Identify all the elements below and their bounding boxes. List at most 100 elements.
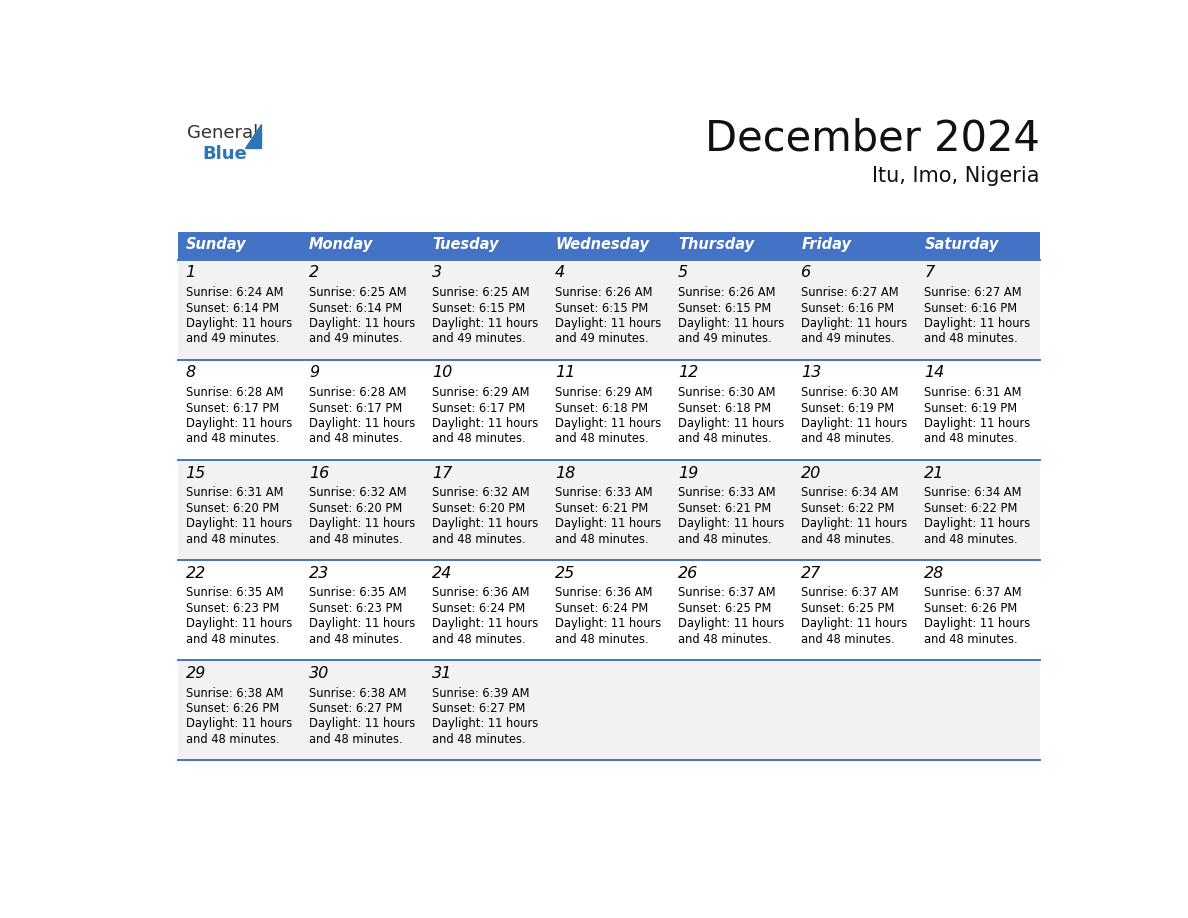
Text: Daylight: 11 hours: Daylight: 11 hours xyxy=(309,317,415,330)
Text: Sunset: 6:20 PM: Sunset: 6:20 PM xyxy=(432,502,525,515)
Text: and 49 minutes.: and 49 minutes. xyxy=(678,332,772,345)
Text: Sunrise: 6:34 AM: Sunrise: 6:34 AM xyxy=(801,487,899,499)
Text: and 48 minutes.: and 48 minutes. xyxy=(432,532,525,545)
Text: Daylight: 11 hours: Daylight: 11 hours xyxy=(185,417,292,430)
Text: Sunrise: 6:29 AM: Sunrise: 6:29 AM xyxy=(432,386,530,399)
Text: 15: 15 xyxy=(185,465,206,480)
Text: Sunrise: 6:30 AM: Sunrise: 6:30 AM xyxy=(801,386,899,399)
Text: Itu, Imo, Nigeria: Itu, Imo, Nigeria xyxy=(872,165,1040,185)
Polygon shape xyxy=(245,125,261,148)
Text: Sunset: 6:19 PM: Sunset: 6:19 PM xyxy=(801,401,895,415)
Text: 20: 20 xyxy=(801,465,822,480)
Text: and 48 minutes.: and 48 minutes. xyxy=(309,532,403,545)
Text: Daylight: 11 hours: Daylight: 11 hours xyxy=(801,617,908,630)
Text: Daylight: 11 hours: Daylight: 11 hours xyxy=(555,617,662,630)
Text: and 48 minutes.: and 48 minutes. xyxy=(801,633,895,645)
Text: Sunrise: 6:37 AM: Sunrise: 6:37 AM xyxy=(678,587,776,599)
Text: and 48 minutes.: and 48 minutes. xyxy=(432,432,525,445)
Text: and 49 minutes.: and 49 minutes. xyxy=(801,332,895,345)
Text: Sunrise: 6:25 AM: Sunrise: 6:25 AM xyxy=(432,286,530,299)
Text: and 48 minutes.: and 48 minutes. xyxy=(924,633,1018,645)
Text: 31: 31 xyxy=(432,666,453,681)
Text: 2: 2 xyxy=(309,265,318,280)
Text: and 48 minutes.: and 48 minutes. xyxy=(924,432,1018,445)
Text: and 48 minutes.: and 48 minutes. xyxy=(555,432,649,445)
Text: Sunset: 6:15 PM: Sunset: 6:15 PM xyxy=(555,301,649,315)
Text: and 48 minutes.: and 48 minutes. xyxy=(309,432,403,445)
Text: Sunrise: 6:35 AM: Sunrise: 6:35 AM xyxy=(185,587,283,599)
Bar xyxy=(178,232,1040,260)
Text: Daylight: 11 hours: Daylight: 11 hours xyxy=(309,517,415,530)
Text: Sunday: Sunday xyxy=(185,237,246,252)
Text: Sunset: 6:27 PM: Sunset: 6:27 PM xyxy=(432,702,525,715)
Text: Sunset: 6:27 PM: Sunset: 6:27 PM xyxy=(309,702,403,715)
Text: Daylight: 11 hours: Daylight: 11 hours xyxy=(432,317,538,330)
Text: Sunset: 6:16 PM: Sunset: 6:16 PM xyxy=(924,301,1017,315)
Text: Sunrise: 6:27 AM: Sunrise: 6:27 AM xyxy=(924,286,1022,299)
Text: Sunrise: 6:27 AM: Sunrise: 6:27 AM xyxy=(801,286,899,299)
Text: and 48 minutes.: and 48 minutes. xyxy=(801,532,895,545)
Text: Sunset: 6:25 PM: Sunset: 6:25 PM xyxy=(678,602,771,615)
Text: Daylight: 11 hours: Daylight: 11 hours xyxy=(432,617,538,630)
Text: Tuesday: Tuesday xyxy=(432,237,499,252)
Text: Daylight: 11 hours: Daylight: 11 hours xyxy=(185,517,292,530)
Text: and 48 minutes.: and 48 minutes. xyxy=(432,733,525,745)
Text: Sunrise: 6:36 AM: Sunrise: 6:36 AM xyxy=(555,587,652,599)
Text: Sunrise: 6:38 AM: Sunrise: 6:38 AM xyxy=(309,687,406,700)
Text: Daylight: 11 hours: Daylight: 11 hours xyxy=(924,417,1031,430)
Text: Daylight: 11 hours: Daylight: 11 hours xyxy=(185,317,292,330)
Text: Sunrise: 6:37 AM: Sunrise: 6:37 AM xyxy=(924,587,1022,599)
Text: Sunrise: 6:28 AM: Sunrise: 6:28 AM xyxy=(185,386,283,399)
Text: Sunrise: 6:32 AM: Sunrise: 6:32 AM xyxy=(432,487,530,499)
Bar xyxy=(178,660,1040,760)
Text: and 48 minutes.: and 48 minutes. xyxy=(555,532,649,545)
Text: Daylight: 11 hours: Daylight: 11 hours xyxy=(309,617,415,630)
Text: General: General xyxy=(188,124,259,142)
Text: 9: 9 xyxy=(309,365,318,380)
Text: Sunset: 6:24 PM: Sunset: 6:24 PM xyxy=(555,602,649,615)
Text: 4: 4 xyxy=(555,265,565,280)
Text: Sunset: 6:22 PM: Sunset: 6:22 PM xyxy=(924,502,1018,515)
Text: 13: 13 xyxy=(801,365,822,380)
Text: 22: 22 xyxy=(185,565,206,580)
Text: and 48 minutes.: and 48 minutes. xyxy=(678,633,772,645)
Text: Sunset: 6:17 PM: Sunset: 6:17 PM xyxy=(185,401,279,415)
Text: and 48 minutes.: and 48 minutes. xyxy=(924,532,1018,545)
Text: and 48 minutes.: and 48 minutes. xyxy=(185,733,279,745)
Text: Daylight: 11 hours: Daylight: 11 hours xyxy=(801,317,908,330)
Text: Daylight: 11 hours: Daylight: 11 hours xyxy=(432,717,538,731)
Text: Daylight: 11 hours: Daylight: 11 hours xyxy=(432,417,538,430)
Text: 3: 3 xyxy=(432,265,442,280)
Text: and 48 minutes.: and 48 minutes. xyxy=(185,432,279,445)
Text: and 48 minutes.: and 48 minutes. xyxy=(801,432,895,445)
Text: 8: 8 xyxy=(185,365,196,380)
Text: Sunset: 6:15 PM: Sunset: 6:15 PM xyxy=(432,301,525,315)
Text: Sunrise: 6:32 AM: Sunrise: 6:32 AM xyxy=(309,487,406,499)
Text: 5: 5 xyxy=(678,265,688,280)
Text: Sunset: 6:18 PM: Sunset: 6:18 PM xyxy=(555,401,649,415)
Text: Sunrise: 6:33 AM: Sunrise: 6:33 AM xyxy=(678,487,776,499)
Text: Sunset: 6:16 PM: Sunset: 6:16 PM xyxy=(801,301,895,315)
Text: Sunrise: 6:36 AM: Sunrise: 6:36 AM xyxy=(432,587,530,599)
Text: Friday: Friday xyxy=(801,237,852,252)
Text: Sunset: 6:25 PM: Sunset: 6:25 PM xyxy=(801,602,895,615)
Text: and 49 minutes.: and 49 minutes. xyxy=(185,332,279,345)
Text: 17: 17 xyxy=(432,465,453,480)
Text: and 49 minutes.: and 49 minutes. xyxy=(555,332,649,345)
Text: and 48 minutes.: and 48 minutes. xyxy=(309,633,403,645)
Text: 23: 23 xyxy=(309,565,329,580)
Text: Daylight: 11 hours: Daylight: 11 hours xyxy=(309,717,415,731)
Text: Daylight: 11 hours: Daylight: 11 hours xyxy=(678,517,784,530)
Text: Sunset: 6:19 PM: Sunset: 6:19 PM xyxy=(924,401,1017,415)
Text: Sunset: 6:23 PM: Sunset: 6:23 PM xyxy=(185,602,279,615)
Text: Sunset: 6:21 PM: Sunset: 6:21 PM xyxy=(555,502,649,515)
Text: Sunset: 6:17 PM: Sunset: 6:17 PM xyxy=(432,401,525,415)
Text: and 48 minutes.: and 48 minutes. xyxy=(432,633,525,645)
Text: 10: 10 xyxy=(432,365,453,380)
Text: Sunset: 6:21 PM: Sunset: 6:21 PM xyxy=(678,502,771,515)
Text: 26: 26 xyxy=(678,565,699,580)
Text: Sunset: 6:18 PM: Sunset: 6:18 PM xyxy=(678,401,771,415)
Text: 29: 29 xyxy=(185,666,206,681)
Text: December 2024: December 2024 xyxy=(704,118,1040,160)
Text: Daylight: 11 hours: Daylight: 11 hours xyxy=(924,617,1031,630)
